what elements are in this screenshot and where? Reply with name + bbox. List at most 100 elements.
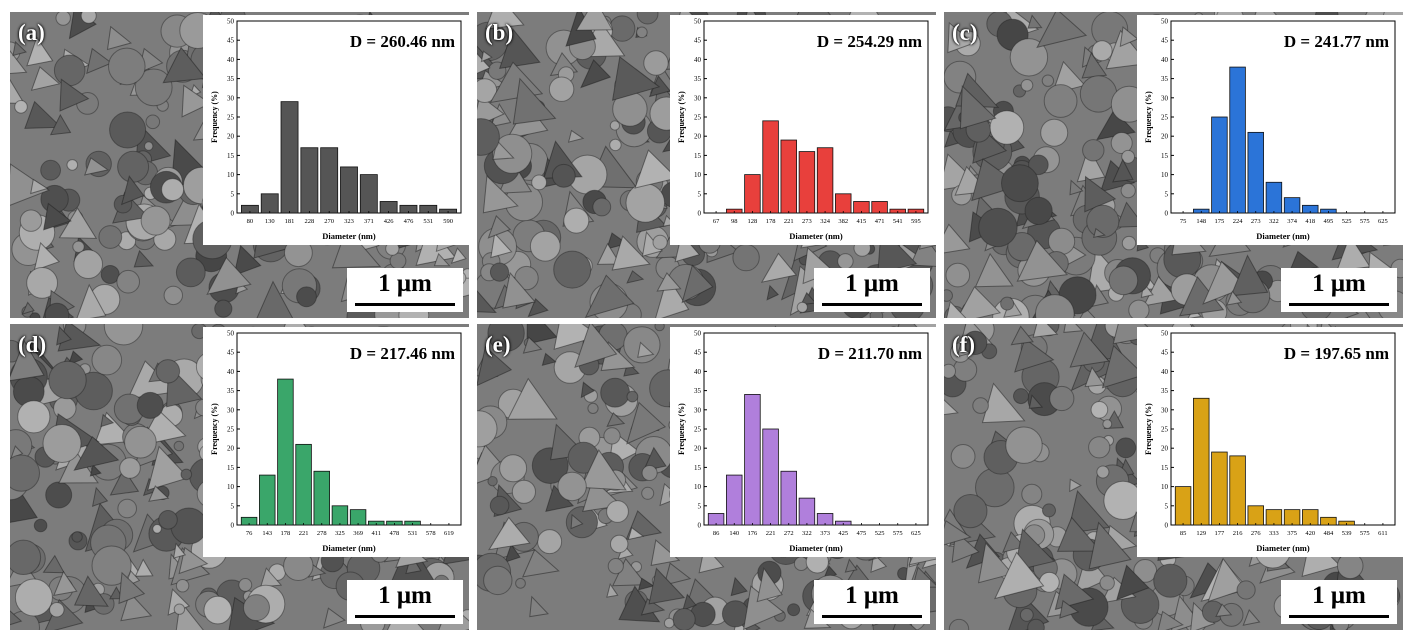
y-tick-label: 30	[694, 94, 702, 102]
scale-bar-line	[355, 615, 455, 618]
bar	[349, 509, 367, 526]
bar	[295, 443, 312, 526]
mean-diameter-annotation: D = 241.77 nm	[1284, 32, 1389, 51]
panel-label: (e)	[485, 332, 511, 357]
sem-panel: (d) 0 5 10 15 20 25 30 35 40 45 50 Frequency (%) 76 14…	[10, 324, 469, 630]
x-tick-label: 373	[820, 530, 830, 537]
mean-diameter-annotation: D = 254.29 nm	[817, 32, 922, 51]
x-tick-label: 176	[748, 530, 759, 537]
x-tick-label: 484	[1324, 530, 1335, 537]
y-tick-label: 45	[1161, 37, 1169, 45]
histogram-inset: 0 5 10 15 20 25 30 35 40 45 50 Frequency (%) 76 143 17…	[203, 327, 469, 557]
scale-bar-label: 1 μm	[1312, 582, 1366, 609]
y-axis-label: Frequency (%)	[1144, 403, 1153, 455]
y-tick-label: 20	[694, 133, 702, 141]
y-tick-label: 25	[227, 426, 235, 434]
bar	[1247, 505, 1264, 526]
panel-label: (a)	[18, 20, 45, 45]
y-tick-label: 15	[1161, 152, 1169, 160]
scale-bar: 1 μm	[347, 580, 463, 624]
x-tick-label: 374	[1287, 218, 1298, 225]
x-tick-label: 148	[1196, 218, 1206, 225]
scale-bar: 1 μm	[814, 580, 930, 624]
x-tick-label: 531	[408, 530, 418, 537]
y-tick-label: 40	[694, 56, 702, 64]
y-tick-label: 50	[694, 330, 702, 338]
y-tick-label: 10	[227, 483, 235, 491]
y-tick-label: 5	[231, 502, 235, 510]
histogram-chart: 0 5 10 15 20 25 30 35 40 45 50 Frequency (%) 80 130 18…	[210, 18, 462, 241]
scale-bar: 1 μm	[1281, 580, 1397, 624]
bar	[780, 139, 797, 214]
x-tick-label: 224	[1233, 218, 1244, 225]
bar	[744, 394, 761, 526]
histogram-inset: 0 5 10 15 20 25 30 35 40 45 50 Frequency (%) 85 129 17…	[1137, 327, 1403, 557]
bar	[798, 151, 816, 214]
y-tick-label: 35	[227, 387, 235, 395]
x-tick-label: 130	[265, 218, 275, 225]
bar	[1229, 66, 1246, 214]
bar	[259, 474, 276, 526]
mean-diameter-annotation: D = 211.70 nm	[818, 344, 922, 363]
bar	[331, 505, 349, 526]
x-tick-label: 221	[299, 530, 309, 537]
bar	[1265, 181, 1283, 214]
scale-bar-line	[1289, 303, 1389, 306]
histogram-chart: 0 5 10 15 20 25 30 35 40 45 50 Frequency (%) 75 148 17…	[1144, 18, 1396, 241]
y-tick-label: 0	[231, 522, 235, 530]
y-tick-label: 15	[227, 152, 235, 160]
x-tick-label: 575	[1360, 218, 1370, 225]
y-tick-label: 45	[1161, 349, 1169, 357]
mean-diameter-annotation: D = 197.65 nm	[1284, 344, 1389, 363]
y-tick-label: 40	[1161, 56, 1169, 64]
histogram-chart: 0 5 10 15 20 25 30 35 40 45 50 Frequency (%) 76 143 17…	[210, 330, 462, 553]
y-tick-label: 50	[694, 18, 702, 26]
y-tick-label: 10	[1161, 171, 1169, 179]
x-tick-label: 273	[802, 218, 812, 225]
y-tick-label: 30	[1161, 406, 1169, 414]
bar	[340, 166, 358, 214]
x-tick-label: 85	[1180, 530, 1187, 537]
histogram-chart: 0 5 10 15 20 25 30 35 40 45 50 Frequency (%) 85 129 17…	[1144, 330, 1396, 553]
x-tick-label: 619	[444, 530, 454, 537]
x-tick-label: 325	[335, 530, 345, 537]
scale-bar: 1 μm	[814, 268, 930, 312]
histogram-inset: 0 5 10 15 20 25 30 35 40 45 50 Frequency (%) 67 98 128…	[670, 15, 936, 245]
y-tick-label: 50	[227, 330, 235, 338]
sem-panel: (c) 0 5 10 15 20 25 30 35 40 45 50 Frequency (%) 75 14…	[944, 12, 1403, 318]
x-tick-label: 272	[784, 530, 794, 537]
x-tick-label: 420	[1305, 530, 1315, 537]
bar	[1229, 455, 1246, 526]
x-tick-label: 415	[857, 218, 867, 225]
x-tick-label: 140	[729, 530, 739, 537]
panel-label: (f)	[952, 332, 975, 357]
y-tick-label: 50	[227, 18, 235, 26]
histogram-chart: 0 5 10 15 20 25 30 35 40 45 50 Frequency (%) 86 140 17…	[677, 330, 929, 553]
bar	[744, 174, 761, 214]
scale-bar-label: 1 μm	[378, 582, 432, 609]
x-tick-label: 178	[766, 218, 776, 225]
x-tick-label: 541	[893, 218, 903, 225]
x-tick-label: 143	[262, 530, 272, 537]
x-tick-label: 539	[1342, 530, 1352, 537]
histogram-inset: 0 5 10 15 20 25 30 35 40 45 50 Frequency (%) 75 148 17…	[1137, 15, 1403, 245]
y-tick-label: 30	[227, 406, 235, 414]
x-axis-label: Diameter (nm)	[789, 231, 843, 241]
x-tick-label: 495	[1324, 218, 1334, 225]
x-tick-label: 128	[748, 218, 758, 225]
x-tick-label: 177	[1215, 530, 1226, 537]
x-tick-label: 273	[1251, 218, 1261, 225]
bar	[816, 147, 834, 214]
y-tick-label: 15	[227, 464, 235, 472]
bar	[1265, 509, 1283, 526]
y-tick-label: 35	[694, 75, 702, 83]
y-tick-label: 50	[1161, 330, 1169, 338]
y-tick-label: 15	[1161, 464, 1169, 472]
x-tick-label: 181	[285, 218, 295, 225]
bar	[1283, 197, 1301, 214]
y-axis-label: Frequency (%)	[210, 91, 219, 143]
bar	[359, 174, 378, 214]
x-tick-label: 178	[281, 530, 291, 537]
y-axis-label: Frequency (%)	[677, 403, 686, 455]
panel-label: (c)	[952, 20, 978, 45]
